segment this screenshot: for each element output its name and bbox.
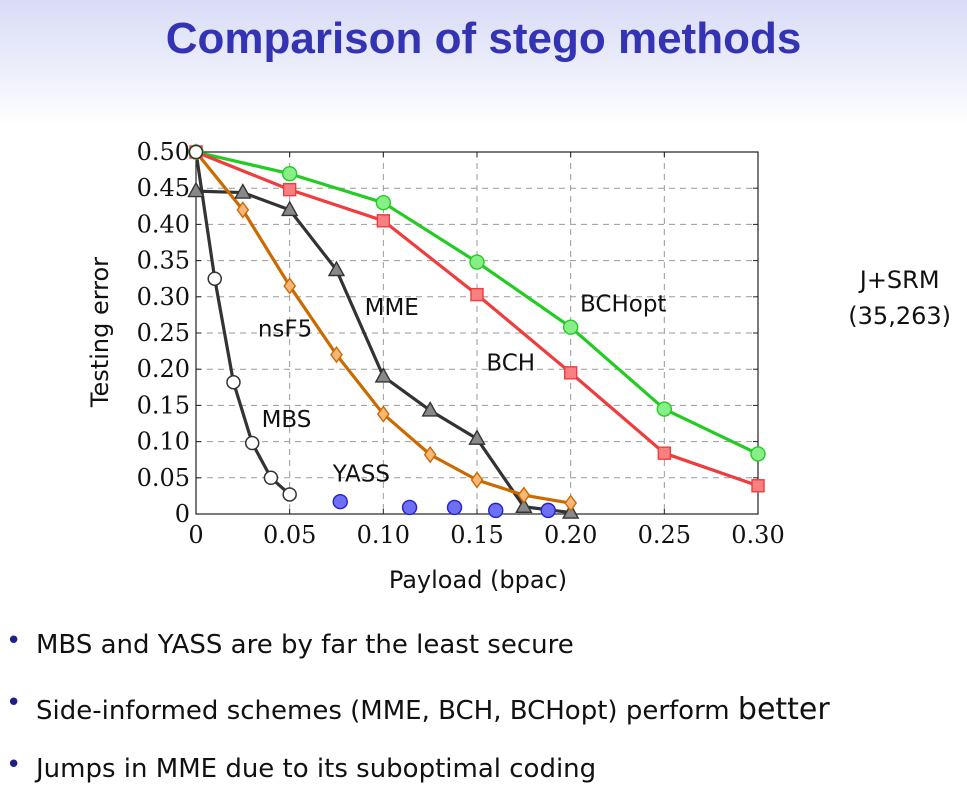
y-tick-label: 0.50 [137, 138, 190, 166]
data-point-bch [657, 446, 672, 460]
y-tick-label: 0.20 [137, 355, 190, 383]
x-tick-label: 0.25 [638, 521, 691, 549]
testing-error-chart: 0 0.05 0.10 0.15 0.20 0.25 0.30 0 0.05 0.10 0.15 0.… [86, 138, 785, 594]
bullet-text: MBS and YASS are by far the least secure [36, 630, 574, 660]
x-tick-label: 0 [188, 521, 203, 549]
series-annotations: BCHopt BCH MME nsF5 MBS YASS [258, 291, 667, 487]
data-point-mme [280, 200, 299, 217]
data-point-nsf5 [470, 471, 484, 489]
data-point-nsf5 [330, 346, 343, 364]
data-point-nsf5 [423, 445, 437, 464]
bullet-item: • Side-informed schemes (MME, BCH, BCHop… [0, 688, 960, 730]
y-tick-label: 0.05 [137, 464, 190, 492]
data-point-mme [515, 497, 533, 513]
slide-title: Comparison of stego methods [165, 14, 802, 63]
data-point-mme [468, 429, 486, 445]
series-label-yass: YASS [332, 461, 390, 487]
data-point-nsf5 [517, 486, 531, 504]
bullet-text-main: Side-informed schemes (MME, BCH, BCHopt)… [36, 696, 738, 726]
series-label-mbs: MBS [262, 407, 312, 433]
y-tick-label: 0.30 [137, 283, 190, 311]
feature-set-dimension: (35,263) [848, 302, 951, 330]
y-tick-label: 0.15 [137, 391, 190, 419]
data-point-bch [563, 366, 578, 380]
data-point-bchopt [469, 254, 485, 270]
bullet-text: Side-informed schemes (MME, BCH, BCHopt)… [36, 692, 830, 727]
data-point-mme [187, 181, 205, 198]
x-tick-label: 0.30 [731, 521, 784, 549]
series-label-nsf5: nsF5 [258, 317, 312, 343]
bullet-item: • Jumps in MME due to its suboptimal cod… [0, 750, 960, 792]
data-point-bchopt [656, 401, 673, 417]
data-point-mbs [188, 144, 204, 160]
data-point-mbs [282, 487, 297, 502]
x-tick-label: 0.05 [263, 521, 316, 549]
feature-set-note: J+SRM (35,263) [848, 262, 951, 334]
data-point-yass [488, 502, 504, 519]
data-point-yass [401, 499, 418, 516]
bullet-item: • MBS and YASS are by far the least secu… [0, 626, 960, 668]
data-point-mme [234, 183, 252, 199]
x-tick-label: 0.15 [450, 521, 503, 549]
data-point-mme [374, 366, 393, 383]
y-tick-label: 0 [175, 500, 190, 528]
y-tick-label: 0.35 [137, 247, 190, 275]
bullet-dot-icon: • [6, 750, 22, 780]
data-point-bchopt [562, 319, 579, 335]
data-point-bchopt [281, 166, 298, 182]
data-point-yass [540, 502, 556, 519]
bullet-text: Jumps in MME due to its suboptimal codin… [36, 754, 597, 784]
data-point-yass [446, 499, 463, 516]
data-point-bch [751, 479, 765, 493]
y-tick-label: 0.10 [137, 428, 190, 456]
data-point-nsf5 [283, 277, 297, 295]
series-markers [187, 143, 766, 519]
y-tick-label: 0.25 [137, 319, 190, 347]
bullet-text-emphasis: better [737, 692, 830, 727]
bullet-dot-icon: • [6, 688, 22, 718]
x-axis-label: Payload (bpac) [389, 566, 567, 594]
bullet-dot-icon: • [6, 626, 22, 656]
series-label-bch: BCH [486, 351, 535, 377]
data-point-bch [376, 214, 391, 228]
data-point-bch [282, 182, 297, 197]
data-point-mbs [263, 470, 279, 486]
data-point-mme [327, 260, 346, 277]
data-point-bchopt [375, 194, 392, 211]
data-point-mbs [244, 435, 260, 451]
axis-ticks: 0 0.05 0.10 0.15 0.20 0.25 0.30 0 0.05 0.10 0.15 0.… [137, 138, 785, 549]
y-axis-label: Testing error [86, 257, 114, 408]
data-point-nsf5 [236, 201, 250, 219]
data-point-mme [421, 401, 439, 417]
data-point-nsf5 [376, 405, 390, 423]
title-band [0, 0, 967, 125]
data-point-bch [470, 287, 484, 302]
x-tick-label: 0.20 [544, 521, 597, 549]
series-label-bchopt: BCHopt [580, 291, 666, 317]
data-point-mbs [226, 374, 241, 390]
y-tick-label: 0.45 [137, 174, 190, 202]
x-tick-label: 0.10 [357, 521, 410, 549]
y-tick-label: 0.40 [137, 210, 190, 238]
data-point-yass [332, 493, 348, 510]
data-point-bchopt [750, 446, 766, 462]
series-label-mme: MME [365, 295, 419, 321]
feature-set-name: J+SRM [859, 266, 940, 294]
data-point-nsf5 [564, 494, 578, 512]
data-point-mbs [207, 271, 222, 286]
